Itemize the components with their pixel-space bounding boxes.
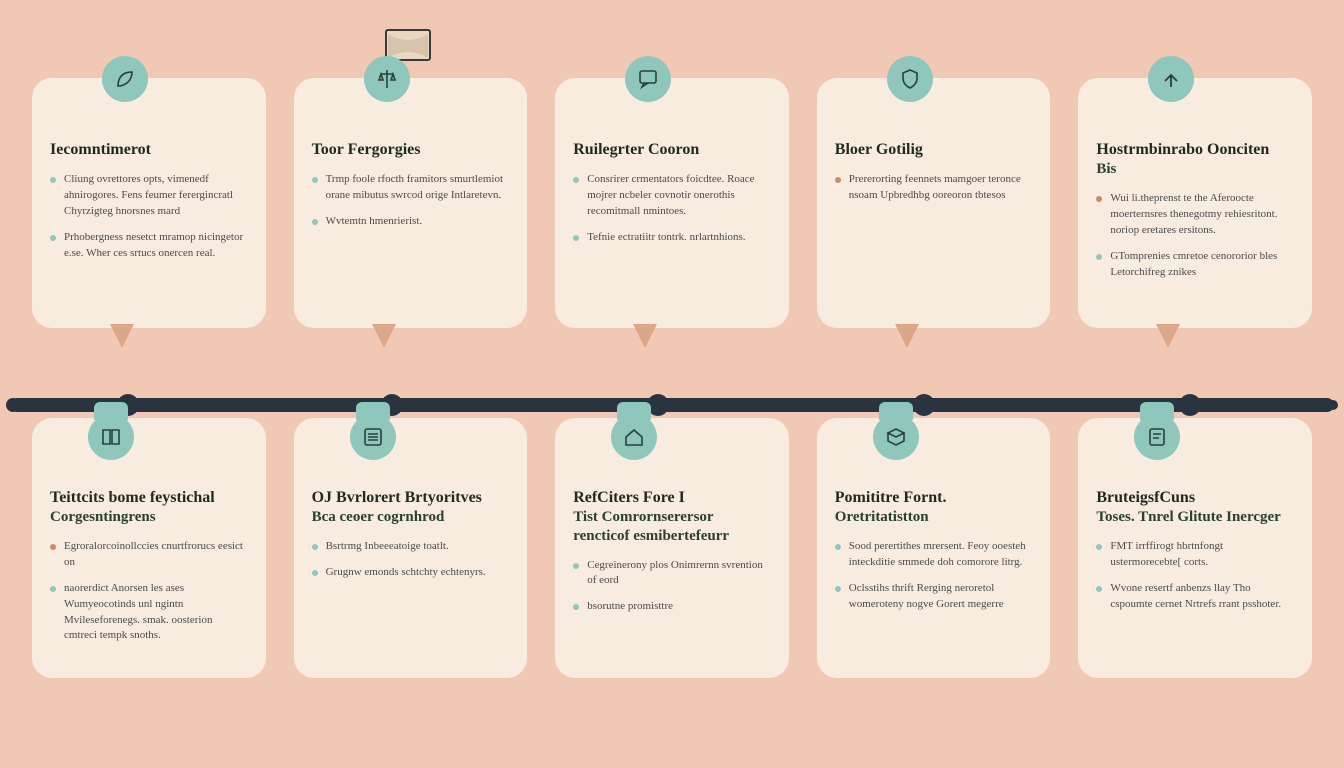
shield-icon <box>887 56 933 102</box>
info-card: BruteigsfCunsToses. Tnrel Glitute Inercg… <box>1078 418 1312 678</box>
info-card: Hostrmbinrabo OoncitenBis Wui li.theprens… <box>1078 78 1312 328</box>
bullet-list: Cegreinerony plos Onimrernn svrention of… <box>573 558 771 616</box>
connector-icon <box>1156 324 1180 348</box>
bullet-list: Trmp foole rfocth framitors smurtlemiot … <box>312 172 510 230</box>
bullet-item: GTomprenies cmretoe cenororior bles Leto… <box>1096 249 1294 281</box>
cards-row-top: Iecomntimerot Cliung ovrettores opts, vim… <box>32 78 1312 328</box>
bullet-list: Wui li.theprenst te the Aferoocte moerte… <box>1096 191 1294 281</box>
bullet-item: Wvone resertf anbenzs llay Tho cspoumte … <box>1096 581 1294 613</box>
card-title: OJ Bvrlorert BrtyoritvesBca ceoer cogrnh… <box>312 488 510 527</box>
bullet-item: Trmp foole rfocth framitors smurtlemiot … <box>312 172 510 204</box>
card-title: BruteigsfCunsToses. Tnrel Glitute Inercg… <box>1096 488 1294 527</box>
bullet-list: Prererorting feennets mamgoer teronce ns… <box>835 172 1033 204</box>
info-card: Toor Fergorgies Trmp foole rfocth framito… <box>294 78 528 328</box>
bullet-item: Tefnie ectratiitr tontrk. nrlartnhions. <box>573 230 771 246</box>
timeline-node <box>1179 394 1201 416</box>
card-title: Ruilegrter Cooron <box>573 140 771 160</box>
card-title: Iecomntimerot <box>50 140 248 160</box>
bullet-item: Wvtemtn hmenrierist. <box>312 214 510 230</box>
bullet-item: bsorutne promisttre <box>573 599 771 615</box>
card-subtitle: Tist Comrornserersor rencticof esmiberte… <box>573 508 771 546</box>
info-card: Iecomntimerot Cliung ovrettores opts, vim… <box>32 78 266 328</box>
card-title: Hostrmbinrabo OoncitenBis <box>1096 140 1294 179</box>
bullet-item: Prererorting feennets mamgoer teronce ns… <box>835 172 1033 204</box>
connector-icon <box>372 324 396 348</box>
card-title: Pomititre Fornt.Oretritatistton <box>835 488 1033 527</box>
bullet-list: Bsrtrmg Inbeeeatoige toatlt. Grugnw emond… <box>312 539 510 581</box>
info-card: Teittcits bome feystichalCorgesntingrens… <box>32 418 266 678</box>
book-icon <box>88 414 134 460</box>
note-icon <box>1134 414 1180 460</box>
bullet-item: Oclsstihs thrift Rerging neroretol womer… <box>835 581 1033 613</box>
bullet-item: Egroralorcoinollccies cnurtfrorucs eesic… <box>50 539 248 571</box>
bullet-item: Cliung ovrettores opts, vimenedf ahnirog… <box>50 172 248 220</box>
info-card: OJ Bvrlorert BrtyoritvesBca ceoer cogrnh… <box>294 418 528 678</box>
bullet-list: Consrirer crmentators foicdtee. Roace mo… <box>573 172 771 246</box>
bullet-item: Wui li.theprenst te the Aferoocte moerte… <box>1096 191 1294 239</box>
bullet-list: Sood perertithes mrersent. Feoy ooesteh … <box>835 539 1033 613</box>
arrow-up-icon <box>1148 56 1194 102</box>
box-icon <box>873 414 919 460</box>
info-card: Ruilegrter Cooron Consrirer crmentators f… <box>555 78 789 328</box>
timeline-bar <box>10 398 1334 412</box>
cards-row-bottom: Teittcits bome feystichalCorgesntingrens… <box>32 418 1312 678</box>
card-subtitle: Bca ceoer cogrnhrod <box>312 508 510 527</box>
card-subtitle: Oretritatistton <box>835 508 1033 527</box>
connector-icon <box>110 324 134 348</box>
card-subtitle: Bis <box>1096 160 1294 179</box>
bullet-list: Egroralorcoinollccies cnurtfrorucs eesic… <box>50 539 248 645</box>
bullet-item: FMT irrffirogt hbrtnfongt ustermorecebte… <box>1096 539 1294 571</box>
card-title: Teittcits bome feystichalCorgesntingrens <box>50 488 248 527</box>
home-icon <box>611 414 657 460</box>
info-card: Bloer Gotilig Prererorting feennets mamgo… <box>817 78 1051 328</box>
connector-icon <box>895 324 919 348</box>
timeline-node <box>913 394 935 416</box>
info-card: Pomititre Fornt.Oretritatistton Sood pere… <box>817 418 1051 678</box>
bullet-item: Bsrtrmg Inbeeeatoige toatlt. <box>312 539 510 555</box>
connector-icon <box>633 324 657 348</box>
leaf-icon <box>102 56 148 102</box>
info-card: RefCiters Fore ITist Comrornserersor ren… <box>555 418 789 678</box>
bullet-item: naorerdict Anorsen les ases Wumyeocotind… <box>50 581 248 645</box>
bullet-item: Prhobergness nesetct mramop nicingetor e… <box>50 230 248 262</box>
card-title: Toor Fergorgies <box>312 140 510 160</box>
bullet-item: Cegreinerony plos Onimrernn svrention of… <box>573 558 771 590</box>
list-icon <box>350 414 396 460</box>
bullet-item: Consrirer crmentators foicdtee. Roace mo… <box>573 172 771 220</box>
bullet-list: FMT irrffirogt hbrtnfongt ustermorecebte… <box>1096 539 1294 613</box>
chat-icon <box>625 56 671 102</box>
card-subtitle: Toses. Tnrel Glitute Inercger <box>1096 508 1294 527</box>
card-subtitle: Corgesntingrens <box>50 508 248 527</box>
scale-icon <box>364 56 410 102</box>
card-title: Bloer Gotilig <box>835 140 1033 160</box>
bullet-item: Sood perertithes mrersent. Feoy ooesteh … <box>835 539 1033 571</box>
bullet-list: Cliung ovrettores opts, vimenedf ahnirog… <box>50 172 248 262</box>
bullet-item: Grugnw emonds schtchty echtenyrs. <box>312 565 510 581</box>
card-title: RefCiters Fore ITist Comrornserersor ren… <box>573 488 771 546</box>
